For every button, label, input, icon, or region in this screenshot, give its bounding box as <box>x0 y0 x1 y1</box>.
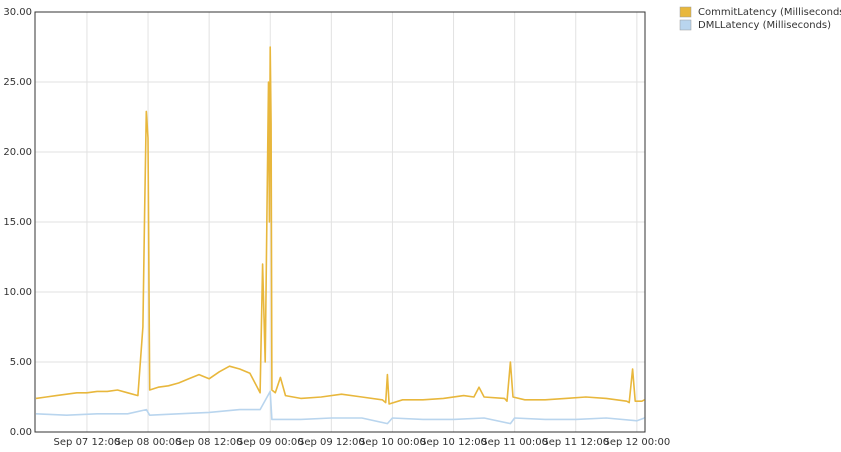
series-line <box>35 390 645 425</box>
x-tick-label: Sep 11 00:00 <box>481 437 548 448</box>
series-line <box>35 46 645 405</box>
x-tick-label: Sep 10 00:00 <box>359 437 426 448</box>
legend-swatch <box>679 19 692 31</box>
legend-swatch <box>679 6 692 18</box>
x-tick-label: Sep 11 12:00 <box>542 437 609 448</box>
y-tick-label: 25.00 <box>3 77 32 88</box>
x-tick-label: Sep 09 00:00 <box>237 437 304 448</box>
legend-label: DMLLatency (Milliseconds) <box>698 20 831 31</box>
legend-label: CommitLatency (Milliseconds) <box>698 7 841 18</box>
x-tick-label: Sep 10 12:00 <box>420 437 487 448</box>
y-tick-label: 30.00 <box>3 7 32 18</box>
plot-frame <box>34 11 646 433</box>
y-tick-label: 5.00 <box>10 357 32 368</box>
x-tick-label: Sep 08 00:00 <box>115 437 182 448</box>
y-tick-label: 15.00 <box>3 217 32 228</box>
x-tick-label: Sep 07 12:00 <box>54 437 121 448</box>
y-tick-label: 0.00 <box>10 427 32 438</box>
y-tick-label: 20.00 <box>3 147 32 158</box>
x-tick-label: Sep 12 00:00 <box>603 437 670 448</box>
y-tick-label: 10.00 <box>3 287 32 298</box>
x-tick-label: Sep 08 12:00 <box>176 437 243 448</box>
x-tick-label: Sep 09 12:00 <box>298 437 365 448</box>
